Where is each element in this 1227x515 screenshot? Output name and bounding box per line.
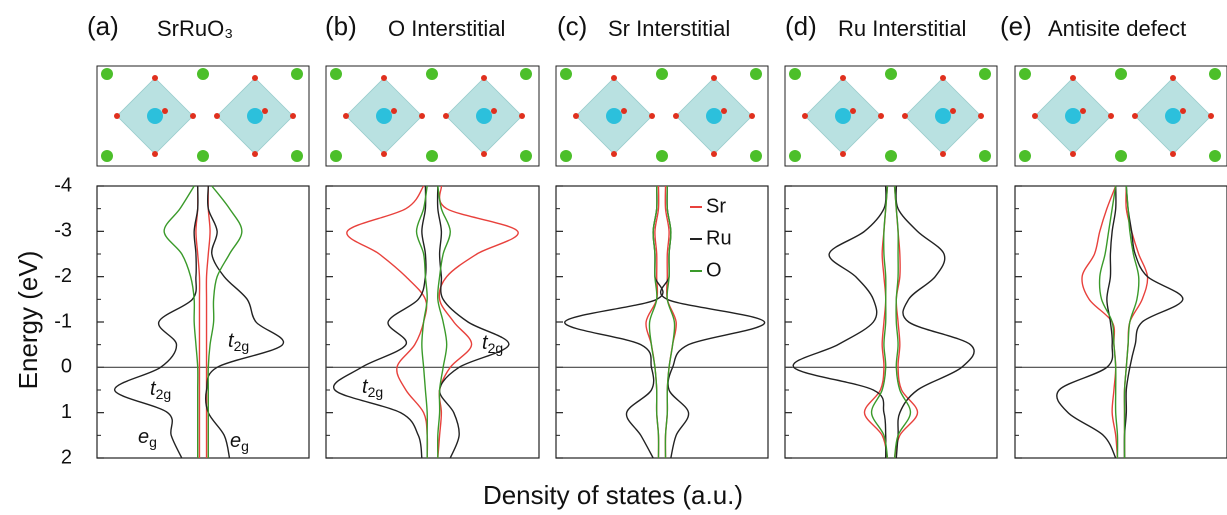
y-axis-label: Energy (eV) (13, 251, 43, 390)
y-tick-label: 2 (61, 446, 72, 468)
y-tick-label: 0 (61, 356, 72, 378)
legend-label: Sr (706, 195, 726, 217)
annotation-text: e (138, 426, 149, 448)
panel-title: SrRuO₃ (157, 16, 233, 41)
annotation-subscript: 2g (488, 340, 504, 356)
plot-frame (1015, 186, 1227, 458)
annotation-subscript: 2g (234, 338, 250, 354)
panel-label: (a) (87, 11, 119, 41)
panel-title: O Interstitial (388, 16, 505, 41)
page: {"xlabel": "Density of states (a.u.)", "… (0, 0, 1227, 515)
plot-frame (97, 186, 309, 458)
annotation-subscript: 2g (156, 386, 172, 402)
panel-label: (e) (1000, 11, 1032, 41)
panel-title: Antisite defect (1048, 16, 1186, 41)
plot-frame (785, 186, 997, 458)
legend-label: Ru (706, 227, 732, 249)
structure-d (785, 66, 997, 166)
y-tick-label: -4 (54, 174, 72, 196)
annotation-text: e (230, 430, 241, 452)
structure-e (1015, 66, 1227, 166)
panel-title: Sr Interstitial (608, 16, 730, 41)
panel-label: (c) (557, 11, 587, 41)
y-tick-label: -3 (54, 220, 72, 242)
x-axis-label: Density of states (a.u.) (483, 480, 743, 510)
annotation-subscript: g (241, 438, 249, 454)
y-tick-label: -1 (54, 310, 72, 332)
plot-frame (556, 186, 768, 458)
annotation-subscript: g (149, 434, 157, 450)
structure-a (97, 66, 309, 166)
legend-label: O (706, 259, 722, 281)
panel-label: (b) (325, 11, 357, 41)
y-tick-label: 1 (61, 401, 72, 423)
panel-title: Ru Interstitial (838, 16, 966, 41)
figure: Energy (eV) Density of states (a.u.) (a)… (0, 0, 1227, 515)
annotation-subscript: 2g (368, 384, 384, 400)
structure-b (326, 66, 539, 166)
structure-c (556, 66, 768, 166)
panel-label: (d) (785, 11, 817, 41)
y-tick-label: -2 (54, 265, 72, 287)
